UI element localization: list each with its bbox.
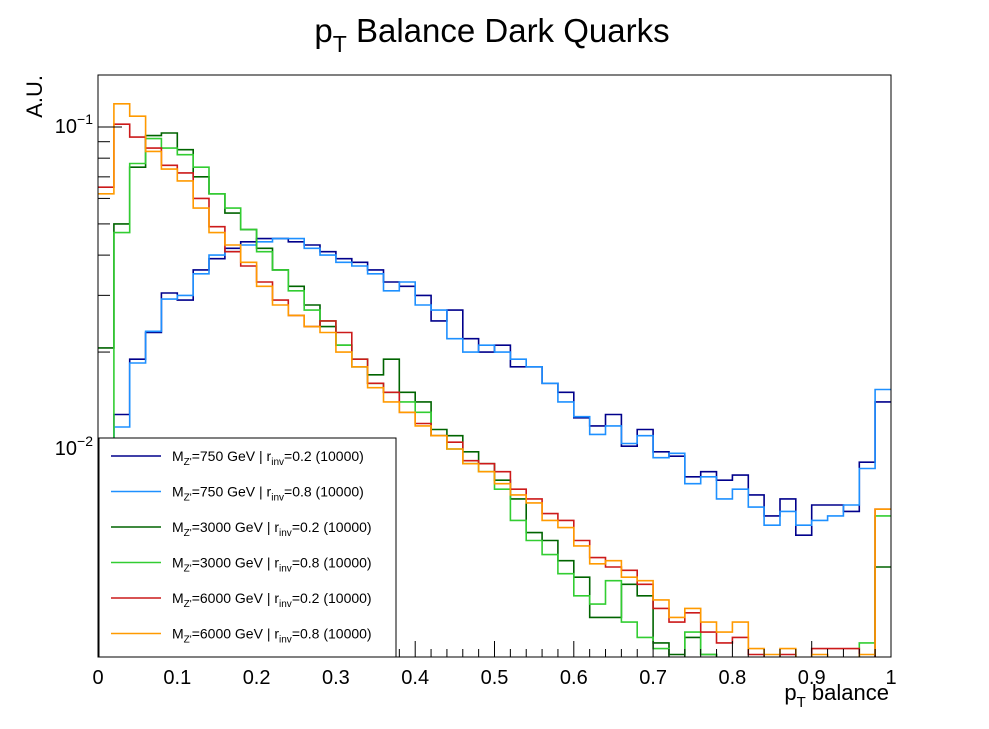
chart-title-rest: Balance Dark Quarks — [347, 12, 670, 49]
x-axis-label-subscript: T — [797, 694, 806, 711]
x-tick-label: 0.8 — [718, 667, 746, 689]
x-tick-label: 0.3 — [322, 667, 350, 689]
x-tick-label: 0.5 — [481, 667, 509, 689]
chart-title-subscript: T — [333, 31, 347, 57]
x-axis-label-rest: balance — [806, 680, 889, 705]
legend-label: MZ'=750 GeV | rinv=0.2 (10000) — [172, 448, 364, 468]
y-tick-label: 10−2 — [55, 433, 93, 460]
chart-title-main: p — [314, 12, 332, 49]
x-tick-label: 1 — [885, 667, 896, 689]
legend-box — [98, 437, 397, 658]
x-tick-label: 0.6 — [560, 667, 588, 689]
chart-title: pT Balance Dark Quarks — [314, 12, 669, 57]
x-axis-label: pT balance — [784, 680, 889, 711]
x-tick-label: 0.2 — [243, 667, 271, 689]
series-line-6 — [98, 103, 891, 657]
y-axis-label: A.U. — [22, 75, 47, 118]
legend-label: MZ'=3000 GeV | rinv=0.2 (10000) — [172, 519, 372, 539]
legend-label: MZ'=6000 GeV | rinv=0.8 (10000) — [172, 626, 372, 646]
y-tick-label: 10−1 — [55, 111, 93, 138]
x-tick-label: 0.7 — [639, 667, 667, 689]
series-line-5 — [98, 123, 891, 657]
x-tick-label: 0.1 — [163, 667, 191, 689]
x-tick-label: 0 — [92, 667, 103, 689]
legend-label: MZ'=6000 GeV | rinv=0.2 (10000) — [172, 590, 372, 610]
x-axis-label-main: p — [784, 680, 796, 705]
legend-label: MZ'=750 GeV | rinv=0.8 (10000) — [172, 484, 364, 504]
x-tick-label: 0.9 — [798, 667, 826, 689]
legend-label: MZ'=3000 GeV | rinv=0.8 (10000) — [172, 555, 372, 575]
x-tick-label: 0.4 — [401, 667, 429, 689]
legend: MZ'=750 GeV | rinv=0.2 (10000) MZ'=750 Ge… — [98, 437, 397, 658]
